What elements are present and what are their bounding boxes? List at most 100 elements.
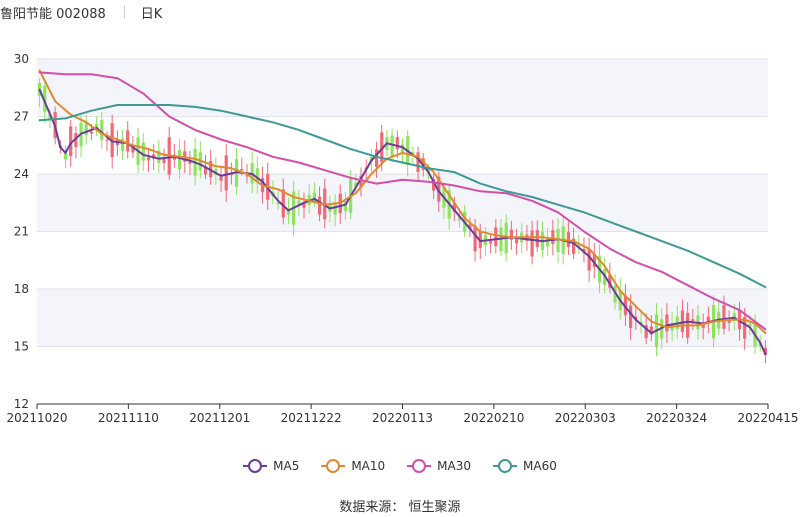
legend-ma10-label: MA10 (351, 459, 386, 473)
candle-body (587, 249, 591, 271)
candle-body (763, 347, 768, 355)
candle-body (162, 158, 166, 164)
candle-body (333, 203, 337, 215)
period-label: 日K (140, 6, 163, 22)
candle-body (457, 216, 462, 221)
candle-body (535, 230, 539, 247)
y-tick-label: 21 (14, 225, 29, 239)
candle-body (509, 229, 513, 240)
candle-body (489, 241, 493, 244)
candle-body (131, 145, 135, 153)
candle-body (69, 126, 73, 157)
header-separator (123, 5, 125, 19)
grid-band (37, 289, 768, 347)
legend-ma60-label: MA60 (523, 459, 557, 473)
grid-band (37, 59, 768, 117)
x-tick-label: 20211222 (281, 411, 342, 425)
candle-body (546, 238, 550, 247)
candle-body (126, 130, 130, 152)
candle-body (214, 168, 218, 176)
candle-body (680, 310, 685, 332)
candle-body (359, 175, 363, 188)
y-tick-label: 30 (14, 52, 29, 66)
candle-body (317, 196, 322, 215)
candle-body (411, 152, 415, 154)
candle-body (177, 149, 182, 170)
y-tick-label: 27 (14, 110, 29, 124)
legend-ma60-icon (493, 459, 518, 473)
candle-body (649, 326, 653, 335)
candle-body (224, 155, 228, 191)
candle-body (286, 208, 291, 215)
candle-body (722, 305, 726, 329)
candle-body (276, 202, 280, 205)
candle-body (530, 230, 534, 257)
candle-body (691, 319, 695, 321)
candle-body (255, 168, 259, 183)
candle-body (727, 319, 731, 323)
legend: MA5 MA10 MA30 MA60 (0, 459, 800, 473)
candle-body (89, 131, 94, 134)
candle-body (571, 238, 576, 254)
candle-body (644, 325, 648, 339)
x-tick-label: 20211020 (6, 411, 67, 425)
legend-ma10-icon (321, 459, 346, 473)
legend-ma5-label: MA5 (273, 459, 300, 473)
candle-body (748, 323, 752, 327)
series-line-ma5 (38, 88, 767, 356)
candle-body (203, 166, 208, 175)
candle-body (468, 224, 472, 229)
x-tick-label: 20211110 (98, 411, 159, 425)
y-tick-label: 18 (14, 282, 29, 296)
candle-body (157, 150, 161, 164)
candle-body (390, 135, 394, 157)
candle-body (105, 139, 109, 141)
candle-body (48, 114, 52, 120)
candle-body (146, 157, 151, 161)
x-tick-label: 20211201 (189, 411, 250, 425)
candle-body (634, 316, 638, 320)
candle-body (452, 202, 456, 212)
grid-band (37, 174, 768, 232)
legend-item-ma30[interactable]: MA30 (407, 459, 471, 473)
candle-body (374, 149, 379, 167)
candle-body (43, 85, 47, 112)
legend-item-ma60[interactable]: MA60 (493, 459, 557, 473)
candle-body (416, 152, 420, 173)
candle-body (592, 254, 596, 267)
series-line-ma10 (38, 69, 767, 335)
candle-body (743, 316, 747, 339)
candle-body (240, 169, 244, 171)
x-tick-label: 20220303 (555, 411, 616, 425)
candle-body (665, 314, 669, 332)
y-tick-label: 24 (14, 167, 29, 181)
series-line-ma30 (38, 71, 767, 331)
candle-body (473, 225, 477, 252)
series-line-ma60 (38, 104, 767, 289)
candle-body (629, 305, 633, 329)
candle-body (74, 133, 78, 148)
x-tick-label: 20220324 (646, 411, 707, 425)
legend-item-ma10[interactable]: MA10 (321, 459, 385, 473)
candle-body (141, 142, 145, 161)
x-tick-label: 20220210 (463, 411, 524, 425)
candle-body (188, 161, 192, 164)
candle-body (706, 316, 710, 323)
data-source: 数据来源： 恒生聚源 (339, 500, 461, 515)
y-tick-label: 12 (14, 397, 29, 411)
candle-body (219, 177, 223, 181)
chart-header: 鲁阳节能 002088 日K (0, 2, 162, 22)
candle-body (732, 313, 736, 320)
candle-body (281, 189, 285, 218)
legend-item-ma5[interactable]: MA5 (243, 459, 299, 473)
candle-body (556, 228, 560, 252)
candle-body (608, 274, 612, 288)
legend-ma30-icon (407, 459, 432, 473)
legend-ma30-label: MA30 (437, 459, 472, 473)
candle-body (395, 137, 399, 150)
candle-body (514, 238, 519, 244)
candle-body (551, 230, 555, 245)
y-tick-label: 15 (14, 340, 29, 354)
candle-body (63, 151, 68, 160)
